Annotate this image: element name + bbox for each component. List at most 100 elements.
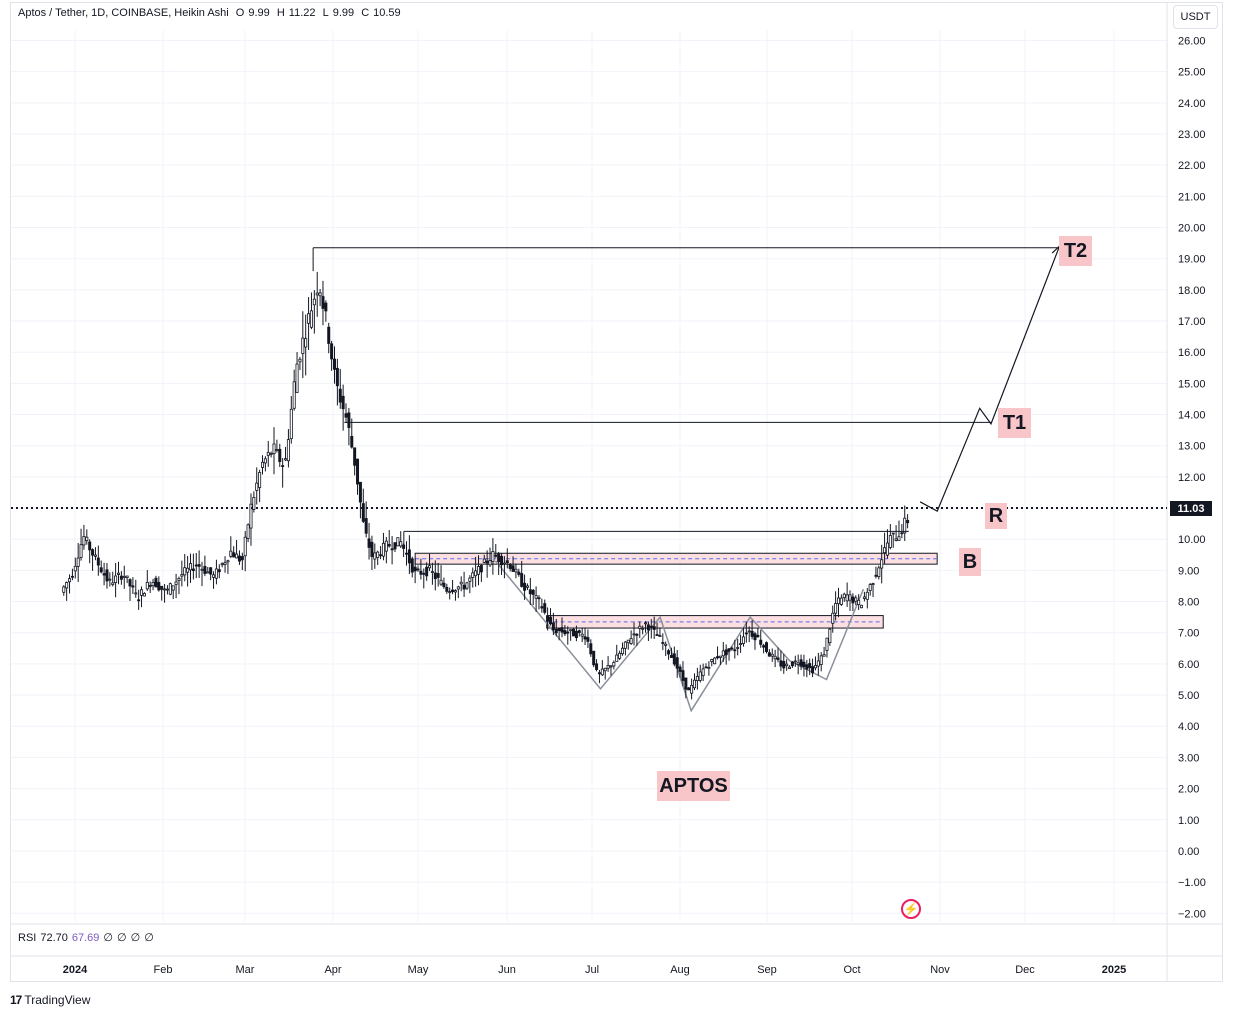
candle-body bbox=[384, 540, 388, 552]
x-tick-label: 2025 bbox=[1102, 964, 1126, 976]
candle-body bbox=[356, 458, 360, 485]
candle-body bbox=[543, 603, 547, 613]
candle-body bbox=[854, 597, 858, 602]
candle-body bbox=[171, 585, 175, 591]
candle-body bbox=[776, 657, 780, 660]
candle-body bbox=[632, 633, 636, 636]
candle-body bbox=[695, 676, 699, 681]
rsi-empty-4: ∅ bbox=[144, 932, 154, 944]
candle-body bbox=[442, 582, 446, 588]
candle-body bbox=[658, 635, 662, 637]
candle-body bbox=[174, 581, 178, 585]
candle-body bbox=[497, 553, 501, 562]
x-tick-label: Aug bbox=[670, 964, 690, 976]
candle-body bbox=[713, 657, 717, 665]
candle-body bbox=[638, 625, 642, 629]
candle-body bbox=[779, 660, 783, 667]
candle-body bbox=[874, 574, 878, 577]
candle-body bbox=[465, 582, 469, 589]
candle-body bbox=[327, 326, 331, 344]
candle-body bbox=[773, 655, 777, 660]
candle-body bbox=[891, 532, 895, 535]
candle-body bbox=[485, 560, 489, 564]
candle-body bbox=[537, 597, 541, 600]
y-tick-label: 17.00 bbox=[1178, 316, 1206, 328]
candle-body bbox=[180, 574, 184, 577]
candle-body bbox=[237, 555, 241, 562]
candle-body bbox=[332, 358, 336, 370]
candle-body bbox=[577, 630, 581, 634]
candle-body bbox=[413, 566, 417, 572]
candle-body bbox=[278, 448, 282, 462]
target-1-label[interactable]: T1 bbox=[998, 408, 1031, 438]
candle-body bbox=[157, 581, 161, 591]
rsi-empty-2: ∅ bbox=[117, 932, 127, 944]
x-tick-label: Jun bbox=[498, 964, 516, 976]
candle-body bbox=[600, 668, 604, 676]
candle-body bbox=[252, 497, 256, 510]
candle-body bbox=[373, 552, 377, 560]
buy-zone-label[interactable]: B bbox=[959, 548, 981, 576]
x-tick-label: May bbox=[408, 964, 429, 976]
symbol-title[interactable]: Aptos / Tether, 1D, COINBASE, Heikin Ash… bbox=[18, 7, 229, 19]
candle-body bbox=[523, 582, 527, 591]
candle-body bbox=[494, 554, 498, 557]
y-tick-label: 21.00 bbox=[1178, 191, 1206, 203]
lightning-icon[interactable]: ⚡ bbox=[901, 899, 921, 919]
candle-body bbox=[762, 645, 766, 648]
tradingview-logo[interactable]: 17 TradingView bbox=[10, 993, 90, 1007]
candle-body bbox=[877, 567, 881, 578]
candle-body bbox=[825, 637, 829, 651]
candle-body bbox=[243, 536, 247, 557]
candle-body bbox=[200, 568, 204, 571]
y-tick-label: 5.00 bbox=[1178, 690, 1199, 702]
candle-body bbox=[894, 538, 898, 541]
currency-button[interactable]: USDT bbox=[1173, 5, 1218, 29]
candle-body bbox=[788, 666, 792, 669]
resistance-label[interactable]: R bbox=[985, 503, 1007, 529]
candle-body bbox=[246, 524, 250, 539]
candle-body bbox=[318, 292, 322, 297]
candle-body bbox=[399, 541, 403, 547]
candle-body bbox=[381, 542, 385, 557]
target-2-label[interactable]: T2 bbox=[1059, 236, 1092, 266]
rsi-legend[interactable]: RSI 72.70 67.69 ∅ ∅ ∅ ∅ bbox=[18, 931, 154, 944]
candle-body bbox=[433, 572, 437, 580]
tradingview-wordmark: TradingView bbox=[24, 993, 91, 1007]
candle-body bbox=[137, 599, 141, 602]
y-tick-label: 23.00 bbox=[1178, 129, 1206, 141]
candle-body bbox=[191, 568, 195, 572]
y-tick-label: 18.00 bbox=[1178, 285, 1206, 297]
candle-body bbox=[96, 557, 100, 566]
candle-body bbox=[468, 577, 472, 582]
candle-body bbox=[540, 606, 544, 609]
close-value: 10.59 bbox=[373, 7, 401, 19]
candle-body bbox=[681, 670, 685, 681]
candle-body bbox=[292, 381, 296, 409]
candle-body bbox=[65, 582, 69, 589]
close-label: C bbox=[361, 7, 370, 19]
candle-body bbox=[260, 461, 264, 468]
y-tick-label: 24.00 bbox=[1178, 98, 1206, 110]
candle-body bbox=[160, 585, 164, 590]
candle-body bbox=[785, 663, 789, 666]
candle-body bbox=[439, 579, 443, 585]
aptos-label[interactable]: APTOS bbox=[657, 771, 730, 801]
candle-body bbox=[799, 659, 803, 667]
candle-body bbox=[307, 313, 311, 324]
candle-body bbox=[209, 567, 213, 575]
candle-body bbox=[690, 684, 694, 694]
candle-body bbox=[177, 578, 181, 581]
candle-body bbox=[667, 650, 671, 655]
candle-body bbox=[416, 568, 420, 571]
candle-body bbox=[151, 581, 155, 587]
candle-body bbox=[816, 660, 820, 667]
candle-body bbox=[370, 541, 374, 557]
candle-body bbox=[721, 650, 725, 657]
rsi-value: 72.70 bbox=[40, 932, 68, 944]
candle-body bbox=[727, 648, 731, 652]
candle-body bbox=[557, 628, 561, 631]
candle-body bbox=[741, 636, 745, 644]
candle-body bbox=[589, 643, 593, 655]
